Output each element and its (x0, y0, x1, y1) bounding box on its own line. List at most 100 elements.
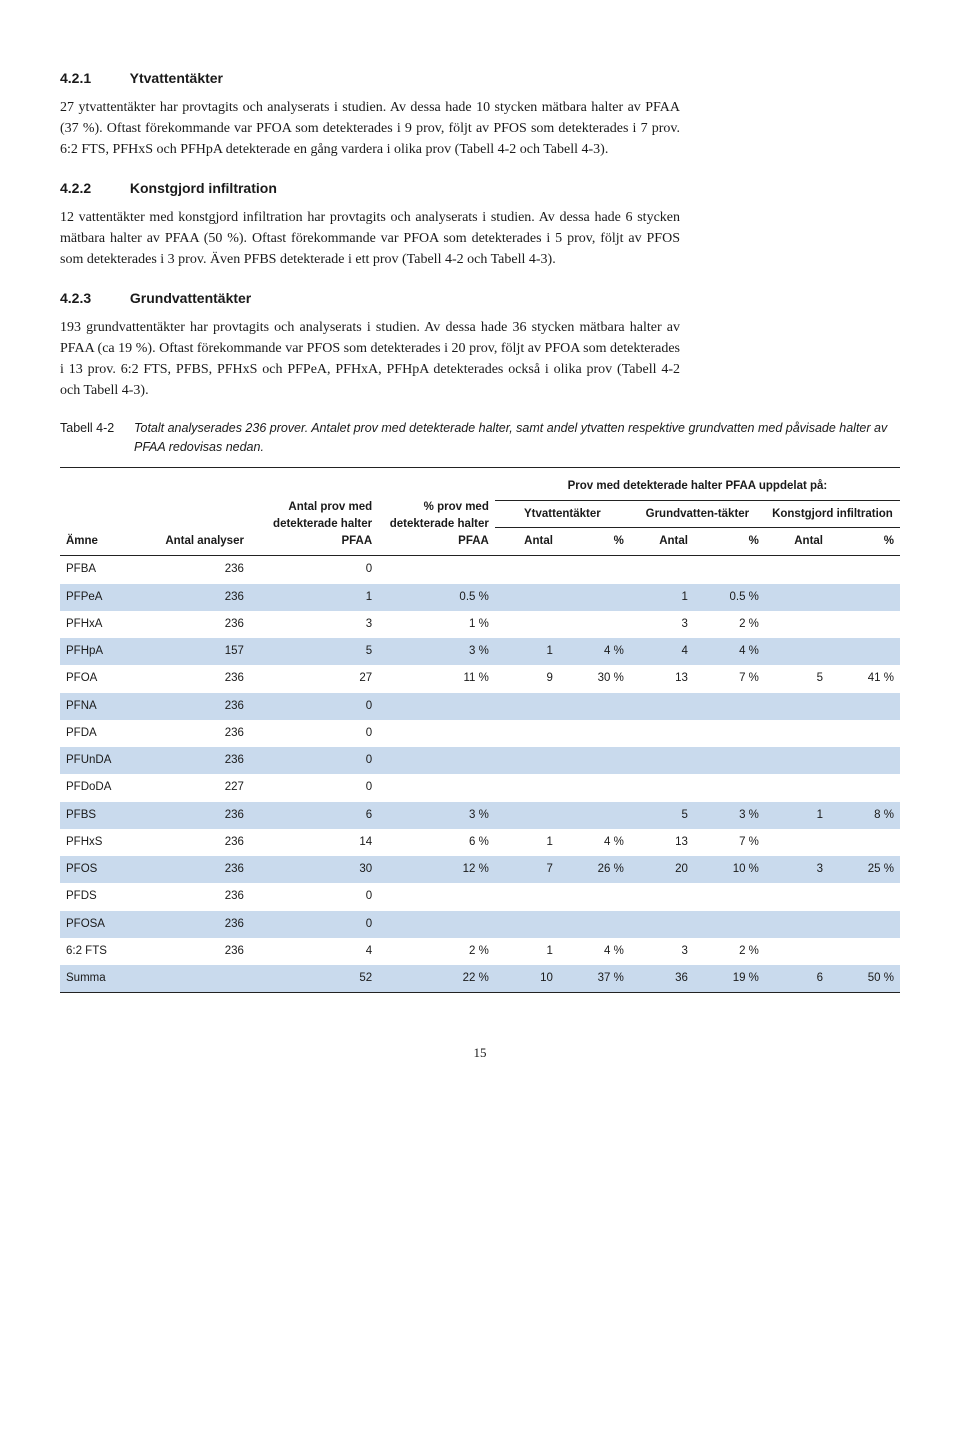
table-row: PFOS2363012 %726 %2010 %325 % (60, 856, 900, 883)
table-cell (829, 720, 900, 747)
table-cell (630, 883, 694, 910)
table-cell: 0 (250, 747, 378, 774)
table-cell: 3 (250, 611, 378, 638)
table-cell: 6:2 FTS (60, 938, 145, 965)
col-header-ytvatten: Ytvattentäkter (495, 500, 630, 527)
sub-header-antal: Antal (495, 528, 559, 556)
table-cell: PFHxS (60, 829, 145, 856)
table-caption-text: Totalt analyserades 236 prover. Antalet … (134, 419, 900, 457)
page-number: 15 (60, 1043, 900, 1063)
table-cell: 0.5 % (378, 584, 495, 611)
table-cell (559, 556, 630, 584)
heading-title: Konstgjord infiltration (130, 180, 277, 196)
table-cell (765, 720, 829, 747)
table-row: PFHxA23631 %32 % (60, 611, 900, 638)
table-cell (495, 556, 559, 584)
table-cell (630, 911, 694, 938)
table-cell (495, 802, 559, 829)
sub-header-antal: Antal (630, 528, 694, 556)
table-cell (765, 638, 829, 665)
table-cell: 7 % (694, 829, 765, 856)
table-cell (559, 611, 630, 638)
table-cell: 13 (630, 665, 694, 692)
table-cell: PFDA (60, 720, 145, 747)
table-cell: PFHpA (60, 638, 145, 665)
table-row: PFDS2360 (60, 883, 900, 910)
paragraph-2: 12 vattentäkter med konstgjord infiltrat… (60, 207, 680, 270)
table-cell (765, 611, 829, 638)
table-cell: 1 (765, 802, 829, 829)
table-cell (829, 774, 900, 801)
col-header-konstgjord: Konstgjord infiltration (765, 500, 900, 527)
table-cell (145, 965, 250, 993)
section-heading-1: 4.2.1 Ytvattentäkter (60, 68, 900, 89)
table-cell: 236 (145, 611, 250, 638)
table-cell (378, 883, 495, 910)
table-cell (829, 911, 900, 938)
table-cell (829, 611, 900, 638)
table-row: PFHxS236146 %14 %137 % (60, 829, 900, 856)
table-cell: 19 % (694, 965, 765, 993)
table-cell: PFOSA (60, 911, 145, 938)
table-cell: 4 % (694, 638, 765, 665)
table-cell: 27 (250, 665, 378, 692)
table-row: PFUnDA2360 (60, 747, 900, 774)
table-cell: PFOS (60, 856, 145, 883)
table-cell: PFDS (60, 883, 145, 910)
paragraph-1: 27 ytvattentäkter har provtagits och ana… (60, 97, 680, 160)
col-header-pct-prov: % prov med detekterade halter PFAA (378, 467, 495, 556)
sub-header-pct: % (694, 528, 765, 556)
table-cell: 236 (145, 665, 250, 692)
table-sum-row: Summa5222 %1037 %3619 %650 % (60, 965, 900, 993)
table-cell: 4 (250, 938, 378, 965)
table-cell (559, 720, 630, 747)
table-cell: 227 (145, 774, 250, 801)
table-row: PFOA2362711 %930 %137 %541 % (60, 665, 900, 692)
table-cell: 0.5 % (694, 584, 765, 611)
table-cell (378, 911, 495, 938)
table-cell (765, 556, 829, 584)
table-cell: 236 (145, 938, 250, 965)
table-cell (630, 693, 694, 720)
col-header-grundvatten: Grundvatten-täkter (630, 500, 765, 527)
table-cell (630, 774, 694, 801)
col-header-antal-prov: Antal prov med detekterade halter PFAA (250, 467, 378, 556)
table-cell: 4 % (559, 829, 630, 856)
table-cell (495, 747, 559, 774)
heading-title: Grundvattentäkter (130, 290, 251, 306)
table-cell: 4 % (559, 638, 630, 665)
table-cell: 0 (250, 774, 378, 801)
table-cell: 2 % (378, 938, 495, 965)
table-cell (495, 911, 559, 938)
sub-header-pct: % (829, 528, 900, 556)
table-cell (829, 693, 900, 720)
table-cell (559, 584, 630, 611)
table-cell: 4 % (559, 938, 630, 965)
table-cell (694, 911, 765, 938)
table-cell: 37 % (559, 965, 630, 993)
table-cell (559, 747, 630, 774)
table-cell: Summa (60, 965, 145, 993)
table-row: PFNA2360 (60, 693, 900, 720)
section-heading-3: 4.2.3 Grundvattentäkter (60, 288, 900, 309)
table-cell: 0 (250, 693, 378, 720)
table-cell: 12 % (378, 856, 495, 883)
table-cell (694, 693, 765, 720)
table-cell: 236 (145, 693, 250, 720)
table-cell (559, 693, 630, 720)
table-cell: 41 % (829, 665, 900, 692)
table-cell: 30 (250, 856, 378, 883)
table-cell (829, 883, 900, 910)
table-cell (765, 774, 829, 801)
table-cell: 1 (630, 584, 694, 611)
table-cell: PFDoDA (60, 774, 145, 801)
table-cell (559, 883, 630, 910)
table-cell: 5 (250, 638, 378, 665)
table-cell (559, 802, 630, 829)
heading-number: 4.2.3 (60, 288, 126, 309)
table-cell (378, 556, 495, 584)
table-cell (829, 556, 900, 584)
table-cell: 25 % (829, 856, 900, 883)
table-row: PFBS23663 %53 %18 % (60, 802, 900, 829)
table-cell (630, 720, 694, 747)
